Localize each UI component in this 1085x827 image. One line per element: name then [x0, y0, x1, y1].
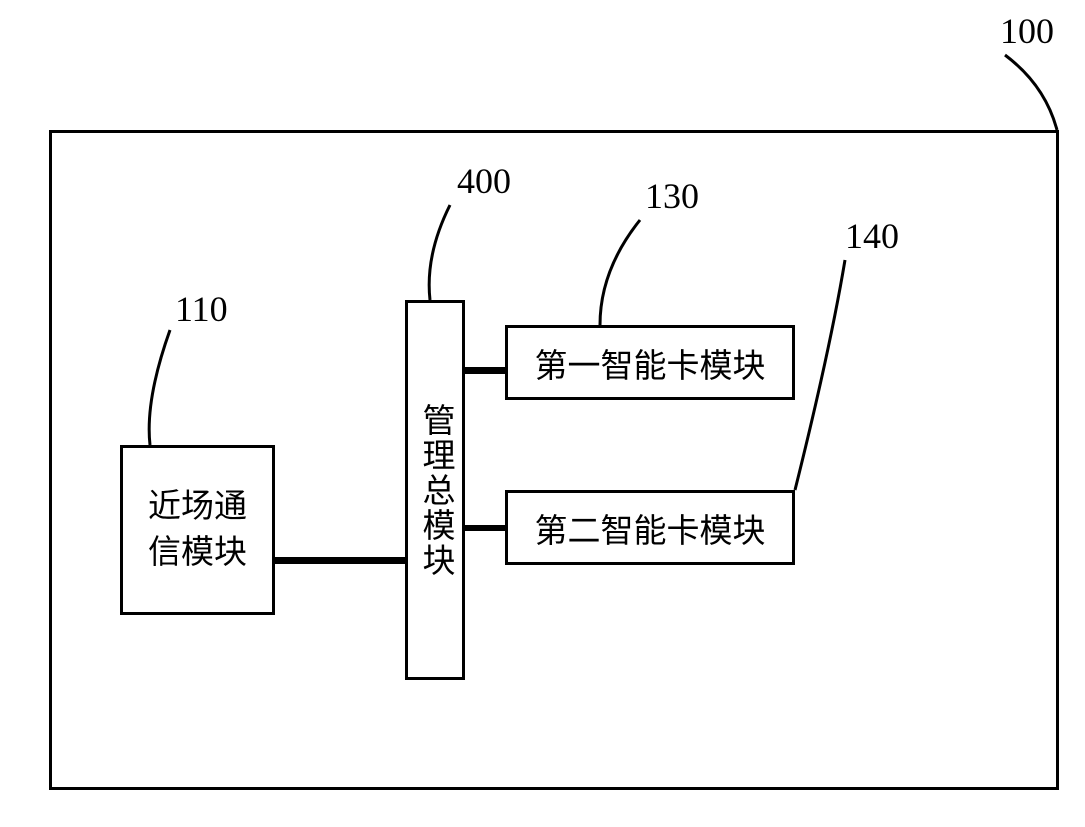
connector-nfc-mgmt: [275, 557, 405, 564]
ref-label-outer: 100: [1000, 10, 1054, 52]
system-block-diagram: 近场通信模块 管理总模块 第一智能卡模块 第二智能卡模块 100 110 400…: [0, 0, 1085, 827]
nfc-module-label: 近场通信模块: [148, 484, 247, 576]
ref-label-nfc: 110: [175, 288, 228, 330]
nfc-module-box: 近场通信模块: [120, 445, 275, 615]
card1-module-label: 第一智能卡模块: [535, 339, 766, 387]
mgmt-module-box: 管理总模块: [405, 300, 465, 680]
ref-label-card1: 130: [645, 175, 699, 217]
card1-module-box: 第一智能卡模块: [505, 325, 795, 400]
card2-module-box: 第二智能卡模块: [505, 490, 795, 565]
mgmt-module-label: 管理总模块: [411, 403, 459, 578]
ref-label-card2: 140: [845, 215, 899, 257]
ref-label-mgmt: 400: [457, 160, 511, 202]
card2-module-label: 第二智能卡模块: [535, 504, 766, 552]
connector-mgmt-card1: [465, 367, 505, 374]
connector-mgmt-card2: [465, 525, 505, 531]
